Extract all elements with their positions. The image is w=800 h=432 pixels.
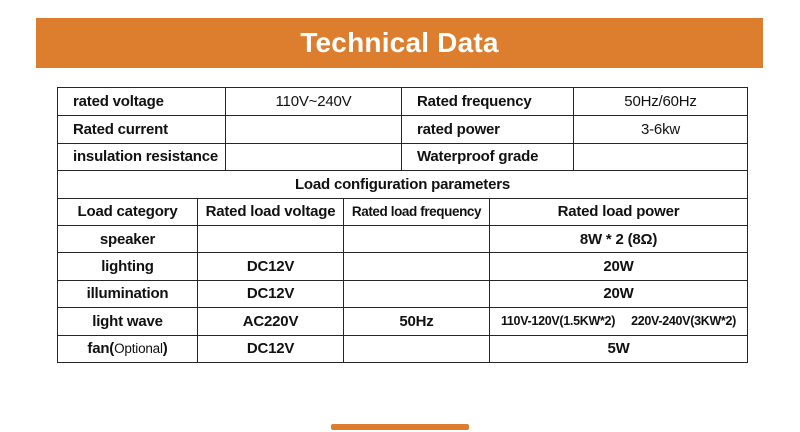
load-power-fan: 5W [489,335,747,362]
load-power-light-wave-range-1: 110V-120V(1.5KW*2) [500,314,616,329]
spec-label-rated-frequency: Rated frequency [401,88,573,116]
load-power-lighting: 20W [489,253,747,280]
spec-label-insulation-resistance: insulation resistance [73,148,219,166]
load-power-light-wave-range-2: 220V-240V(3KW*2) [631,314,737,329]
title-banner: Technical Data [36,18,763,68]
spec-value-rated-current [225,116,401,143]
spec-value-rated-frequency: 50Hz/60Hz [573,88,747,116]
fan-label-optional: Optional [114,341,163,357]
load-voltage-light-wave: AC220V [197,308,343,335]
load-frequency-speaker [343,225,489,253]
load-category-illumination: illumination [86,285,169,303]
header-rated-load-power: Rated load power [489,198,747,225]
load-category-speaker: speaker [99,230,156,248]
load-power-speaker: 8W * 2 (8Ω) [489,225,747,253]
load-row-lighting: lighting DC12V 20W [58,252,747,280]
load-category-lighting: lighting [101,258,154,276]
spec-label-rated-current: Rated current [73,121,168,139]
load-voltage-illumination: DC12V [197,280,343,308]
header-load-category: Load category [77,203,178,221]
spec-row-rated-voltage: rated voltage 110V~240V Rated frequency … [58,88,747,116]
bottom-accent-bar [331,424,469,430]
section-title-row: Load configuration parameters [58,170,747,197]
section-title: Load configuration parameters [294,175,511,193]
header-rated-load-frequency: Rated load frequency [343,198,489,225]
fan-label-close: ) [162,340,168,358]
spec-table: rated voltage 110V~240V Rated frequency … [57,87,748,363]
load-row-fan: fan(Optional) DC12V 5W [58,334,747,362]
load-power-illumination: 20W [489,280,747,308]
load-row-light-wave: light wave AC220V 50Hz 110V-120V(1.5KW*2… [58,307,747,335]
load-category-fan: fan(Optional) [58,336,197,362]
load-frequency-fan [343,335,489,362]
load-voltage-speaker [197,225,343,253]
load-frequency-lighting [343,253,489,280]
spec-row-insulation-resistance: insulation resistance Waterproof grade [58,142,747,171]
load-row-illumination: illumination DC12V 20W [58,279,747,308]
spec-label-waterproof-grade: Waterproof grade [401,143,573,171]
spec-value-rated-power: 3-6kw [573,116,747,143]
load-voltage-lighting: DC12V [197,253,343,280]
spec-label-rated-voltage: rated voltage [73,93,164,111]
spec-label-rated-power: rated power [401,116,573,143]
load-power-light-wave: 110V-120V(1.5KW*2) 220V-240V(3KW*2) [489,308,747,335]
load-header-row: Load category Rated load voltage Rated l… [58,197,747,225]
spec-value-insulation-resistance [225,143,401,171]
load-frequency-light-wave: 50Hz [343,308,489,335]
load-category-light-wave: light wave [92,312,163,330]
header-rated-load-voltage: Rated load voltage [197,198,343,225]
fan-label: fan( [87,340,115,358]
spec-value-waterproof-grade [573,143,747,171]
page-title: Technical Data [300,27,499,58]
spec-row-rated-current: Rated current rated power 3-6kw [58,115,747,143]
load-row-speaker: speaker 8W * 2 (8Ω) [58,224,747,253]
load-voltage-fan: DC12V [197,335,343,362]
spec-value-rated-voltage: 110V~240V [225,88,401,116]
load-frequency-illumination [343,280,489,308]
